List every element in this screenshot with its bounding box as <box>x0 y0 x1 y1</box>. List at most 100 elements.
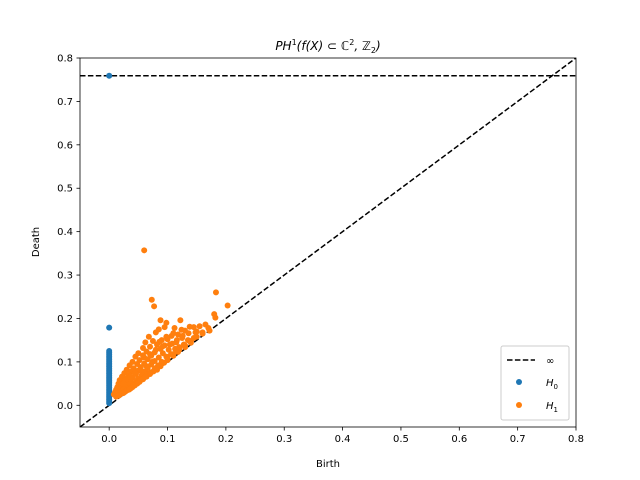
point-h1 <box>148 296 155 303</box>
point-h1 <box>131 370 138 377</box>
x-axis-label: Birth <box>316 459 340 470</box>
plot-frame <box>79 57 577 428</box>
point-h1 <box>163 333 170 340</box>
points-layer <box>106 72 231 407</box>
point-h1 <box>115 392 122 399</box>
title-part: (f(X) ⊂ ℂ <box>297 39 350 53</box>
x-tick-label: 0.0 <box>101 434 117 445</box>
x-tick-label: 0.1 <box>160 434 176 445</box>
point-h1 <box>152 329 159 336</box>
y-tick-label: 0.2 <box>57 314 73 325</box>
point-h1 <box>149 358 156 365</box>
point-h1 <box>166 341 173 348</box>
point-h1 <box>152 364 159 371</box>
y-tick-label: 0.3 <box>57 271 73 282</box>
point-h1 <box>121 389 128 396</box>
point-h1 <box>142 373 149 380</box>
point-h1 <box>120 380 127 387</box>
point-h1 <box>157 317 164 324</box>
point-h1 <box>127 373 134 380</box>
point-h1 <box>199 329 206 336</box>
point-h1 <box>130 382 137 389</box>
title-superscript: 1 <box>292 38 297 47</box>
title-part: , ℤ <box>354 39 371 53</box>
point-h1 <box>170 330 177 337</box>
point-h1 <box>164 355 171 362</box>
x-tick-label: 0.2 <box>218 434 234 445</box>
point-h1 <box>178 326 185 333</box>
title-part: PH <box>275 39 291 53</box>
x-tick-label: 0.6 <box>451 434 467 445</box>
x-tick-label: 0.8 <box>568 434 584 445</box>
point-h1 <box>145 333 152 340</box>
x-axis: 0.0 0.1 0.2 0.3 0.4 0.5 0.6 0.7 0.8 <box>101 427 584 445</box>
point-h1 <box>141 354 148 361</box>
point-h1 <box>187 338 194 345</box>
point-h1 <box>142 339 149 346</box>
point-h1 <box>143 363 150 370</box>
legend-h1-marker <box>516 402 522 408</box>
point-h1 <box>182 342 189 349</box>
legend-infinity-label: ∞ <box>546 356 554 367</box>
point-h1 <box>196 323 203 330</box>
point-h1 <box>212 314 219 321</box>
x-tick-label: 0.4 <box>335 434 351 445</box>
title-part: ) <box>375 39 381 53</box>
point-h1 <box>176 346 183 353</box>
point-h0 <box>106 400 113 407</box>
y-axis-label: Death <box>31 227 42 257</box>
point-h1 <box>132 353 139 360</box>
point-h1 <box>159 343 166 350</box>
point-h1 <box>137 377 144 384</box>
point-h1 <box>179 332 186 339</box>
point-h1 <box>185 330 192 337</box>
chart-title: PH1(f(X) ⊂ ℂ2, ℤ2) <box>275 38 380 55</box>
point-h1 <box>170 351 177 358</box>
legend-h1-subscript: 1 <box>554 406 558 414</box>
legend-h1-label: H1 <box>546 401 558 414</box>
point-h1 <box>151 303 158 310</box>
point-h1 <box>152 346 159 353</box>
plot-area <box>80 58 576 427</box>
point-h1 <box>177 317 184 324</box>
legend-h1-name: H <box>546 401 554 412</box>
y-tick-label: 0.1 <box>57 357 73 368</box>
legend-h0-label: H0 <box>546 378 558 391</box>
series-h0 <box>106 72 113 407</box>
point-h1 <box>158 360 165 367</box>
legend: ∞ H0 H1 <box>500 345 570 421</box>
title-superscript: 2 <box>349 38 354 47</box>
x-tick-label: 0.3 <box>276 434 292 445</box>
x-tick-label: 0.5 <box>393 434 409 445</box>
legend-h0-name: H <box>546 378 554 389</box>
point-h1 <box>192 329 199 336</box>
point-h1 <box>175 331 182 338</box>
y-tick-label: 0.7 <box>57 97 73 108</box>
point-h1 <box>147 343 154 350</box>
point-h1 <box>155 354 162 361</box>
x-tick-label: 0.7 <box>510 434 526 445</box>
legend-h0-subscript: 0 <box>554 383 558 391</box>
point-h1 <box>147 370 154 377</box>
point-h1 <box>212 289 219 296</box>
y-tick-label: 0.5 <box>57 184 73 195</box>
legend-h0-marker <box>516 379 522 385</box>
y-tick-label: 0.8 <box>57 54 73 65</box>
y-tick-label: 0.6 <box>57 140 73 151</box>
point-h1 <box>147 351 154 358</box>
point-h1 <box>126 386 133 393</box>
point-h1 <box>137 366 144 373</box>
title-subscript: 2 <box>371 46 376 55</box>
y-tick-label: 0.4 <box>57 227 73 238</box>
point-h1 <box>126 362 133 369</box>
series-h1 <box>110 247 231 400</box>
y-tick-label: 0.0 <box>57 401 73 412</box>
point-h0 <box>106 72 113 79</box>
point-h0 <box>106 324 113 331</box>
point-h1 <box>161 324 168 331</box>
y-axis: 0.0 0.1 0.2 0.3 0.4 0.5 0.6 0.7 0.8 <box>57 54 80 412</box>
point-h1 <box>156 338 163 345</box>
point-h1 <box>149 338 156 345</box>
legend-box <box>500 345 570 421</box>
